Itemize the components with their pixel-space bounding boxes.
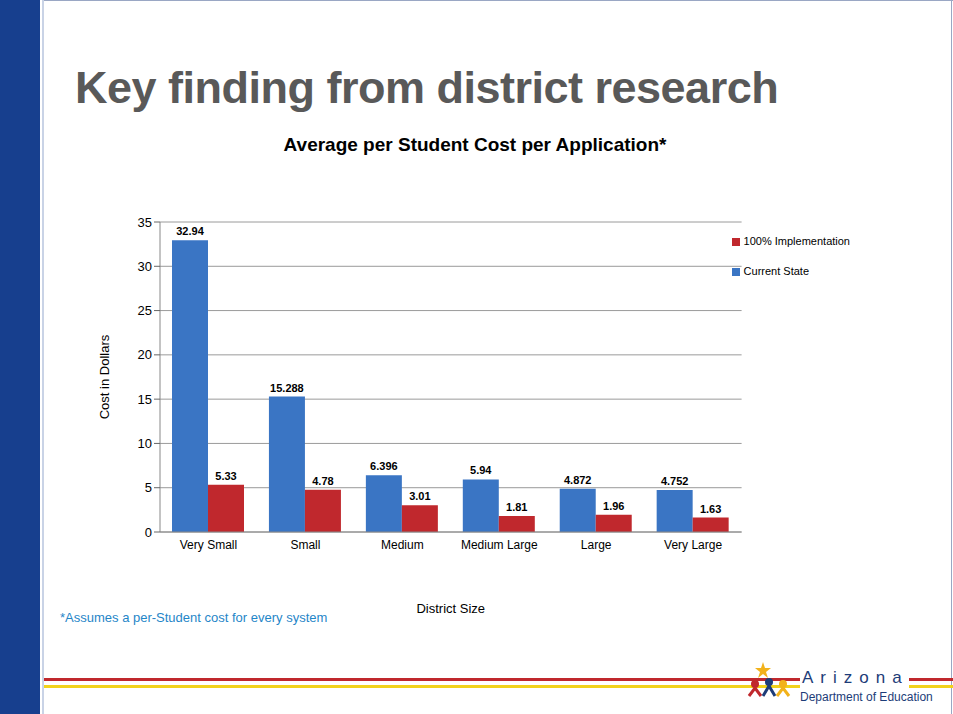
svg-text:District Size: District Size xyxy=(416,601,485,616)
svg-text:20: 20 xyxy=(138,347,152,362)
svg-text:1.96: 1.96 xyxy=(603,500,624,512)
html-text:Average per Student Cost per A: Average per Student Cost per Application… xyxy=(283,134,667,155)
html-text:Key finding from district rese: Key finding from district research xyxy=(75,62,779,113)
svg-text:5: 5 xyxy=(145,480,152,495)
svg-text:32.94: 32.94 xyxy=(176,225,204,237)
svg-text:4.78: 4.78 xyxy=(312,475,333,487)
svg-text:Large: Large xyxy=(581,538,612,552)
svg-text:15.288: 15.288 xyxy=(270,382,304,394)
svg-text:Very Small: Very Small xyxy=(180,538,237,552)
html-text:Arizona: Arizona xyxy=(802,668,909,687)
svg-text:Small: Small xyxy=(290,538,320,552)
svg-text:Very Large: Very Large xyxy=(664,538,722,552)
svg-text:1.81: 1.81 xyxy=(506,501,527,513)
svg-text:Medium: Medium xyxy=(381,538,424,552)
svg-text:30: 30 xyxy=(138,259,152,274)
svg-text:Medium Large: Medium Large xyxy=(461,538,538,552)
html-text:Department of Education: Department of Education xyxy=(800,690,933,704)
svg-text:1.63: 1.63 xyxy=(700,503,721,515)
html-text:Current State: Current State xyxy=(743,265,809,277)
svg-text:25: 25 xyxy=(138,303,152,318)
svg-text:4.872: 4.872 xyxy=(564,474,592,486)
svg-text:0: 0 xyxy=(145,525,152,540)
svg-text:35: 35 xyxy=(138,215,152,230)
svg-text:Cost in Dollars: Cost in Dollars xyxy=(97,334,112,419)
html-text:100% Implementation: 100% Implementation xyxy=(743,235,850,247)
svg-text:5.33: 5.33 xyxy=(215,470,236,482)
html-text:*Assumes a per-Student cost fo: *Assumes a per-Student cost for every sy… xyxy=(60,610,328,625)
svg-text:10: 10 xyxy=(138,436,152,451)
svg-text:15: 15 xyxy=(138,392,152,407)
svg-text:6.396: 6.396 xyxy=(370,460,398,472)
svg-text:4.752: 4.752 xyxy=(661,475,689,487)
svg-text:3.01: 3.01 xyxy=(409,490,430,502)
svg-text:5.94: 5.94 xyxy=(470,464,492,476)
